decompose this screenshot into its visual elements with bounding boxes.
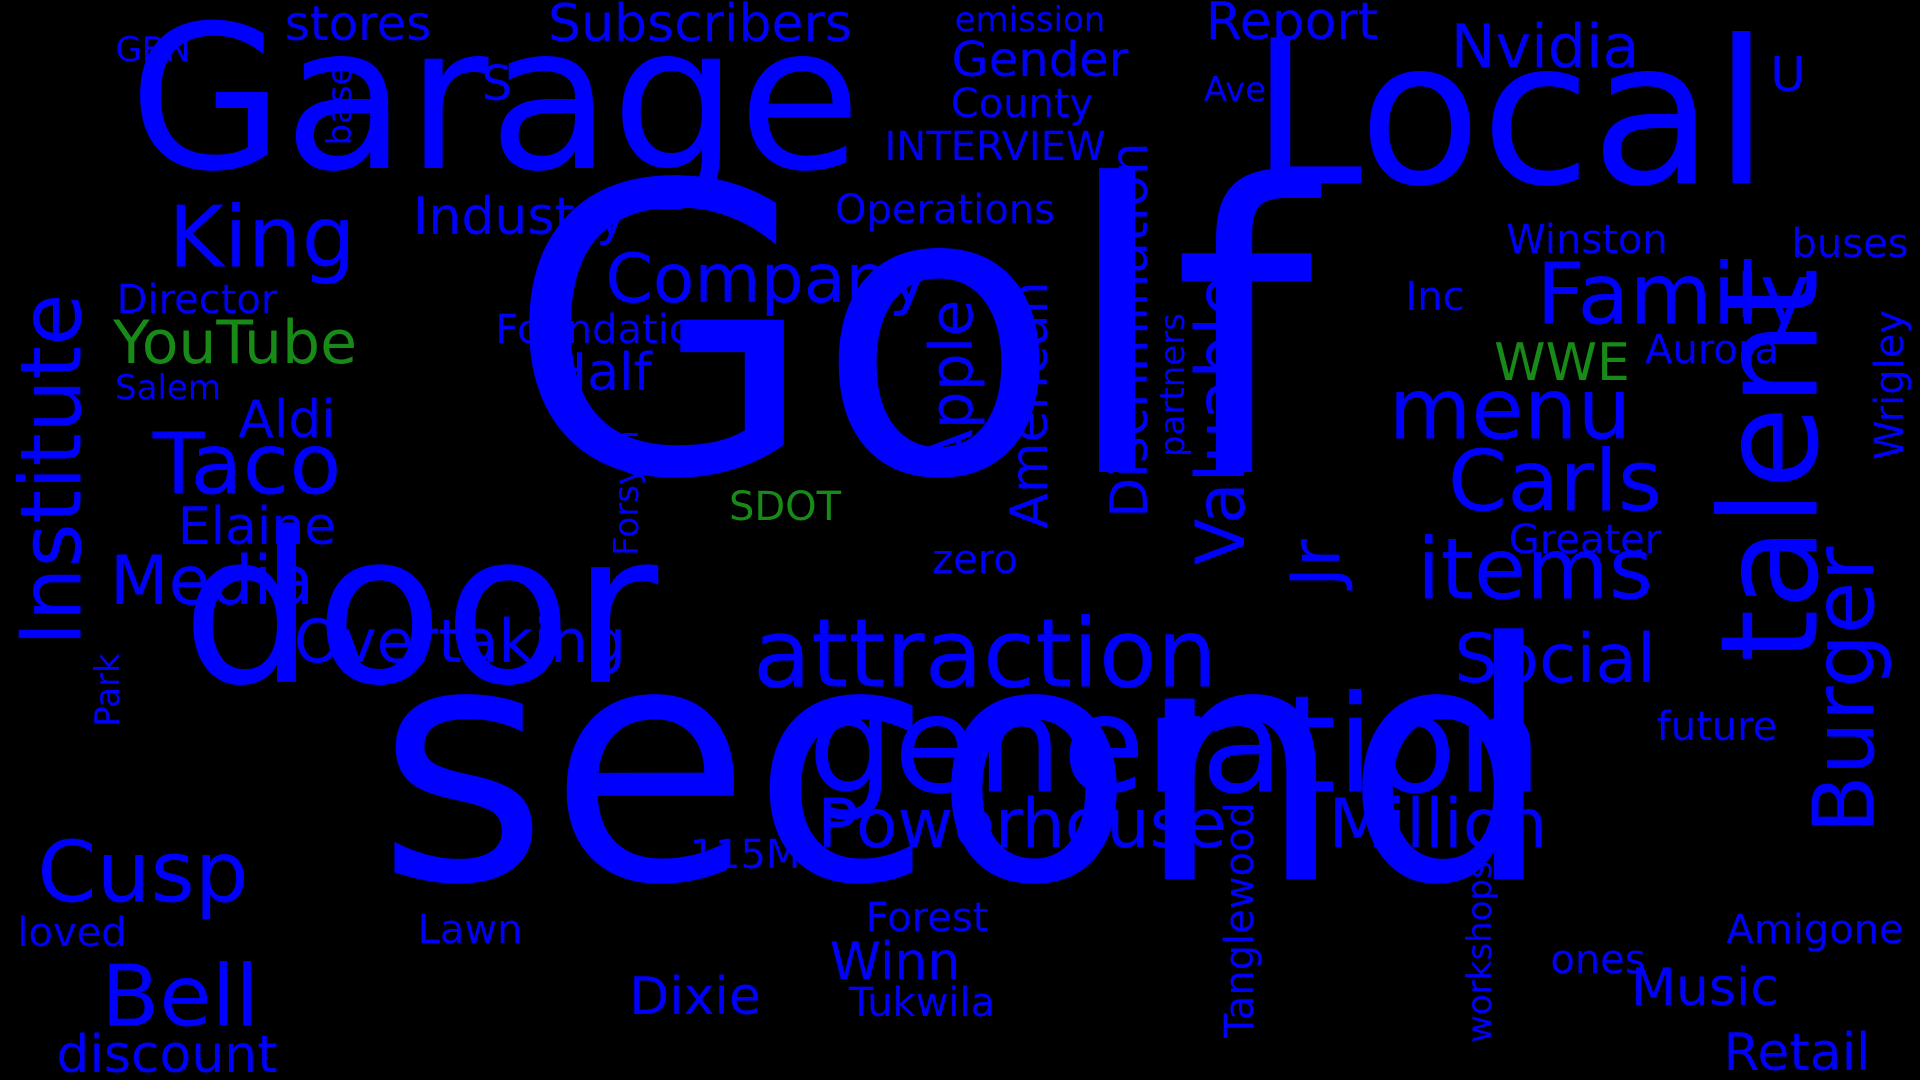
word-interview: INTERVIEW	[884, 124, 1106, 170]
word-partners: partners	[1153, 313, 1193, 457]
word-taco: Taco	[152, 415, 342, 515]
word-golf: Golf	[506, 102, 1314, 567]
word-burger: Burger	[1795, 546, 1895, 834]
word-social: Social	[1454, 620, 1656, 699]
word-elaine: Elaine	[177, 497, 337, 557]
word-greater: Greater	[1508, 517, 1662, 563]
word-base: base	[320, 64, 360, 146]
word-foundation: Foundation	[495, 307, 719, 353]
word-zero: zero	[932, 537, 1018, 583]
word-tukwila: Tukwila	[848, 980, 996, 1026]
word-half: Half	[548, 343, 652, 403]
word-menu: menu	[1388, 360, 1632, 460]
word-music: Music	[1631, 958, 1779, 1018]
word-million: Million	[1328, 785, 1548, 864]
word-items: items	[1416, 520, 1654, 620]
word-forest: Forest	[865, 895, 989, 941]
word-youtube: YouTube	[113, 308, 357, 378]
word-second: second	[376, 573, 1554, 957]
word-media: Media	[109, 542, 315, 621]
word-wrigley: Wrigley	[1867, 309, 1913, 461]
word-discrimination: Discrimination	[1100, 142, 1160, 518]
word-stores: stores	[284, 0, 432, 52]
word-salem: Salem	[115, 368, 221, 408]
word-dixie: Dixie	[629, 967, 761, 1027]
word-wwe: WWE	[1494, 333, 1630, 393]
word-operations: Operations	[835, 187, 1055, 233]
word-gbn: GBN	[115, 30, 191, 70]
word-report: Report	[1205, 0, 1379, 52]
word-u: U	[1770, 47, 1806, 103]
word-industry: Industry	[413, 187, 627, 247]
word-cusp: Cusp	[37, 823, 249, 923]
word-generation: generation	[807, 666, 1543, 824]
word-sdot: SDOT	[728, 484, 842, 530]
word-door: door	[181, 487, 659, 732]
word-ave: Ave	[1203, 70, 1267, 110]
word-ones: ones	[1550, 937, 1646, 983]
word-future: future	[1656, 704, 1778, 750]
word-forsyth: Forsyth	[607, 430, 647, 556]
word-garage: Garage	[128, 0, 862, 216]
word-valuable: Valuable	[1182, 274, 1261, 566]
word-discount: discount	[56, 1025, 278, 1080]
word-aldi: Aldi	[238, 390, 336, 450]
word-king: King	[168, 188, 356, 288]
word-retail: Retail	[1723, 1023, 1871, 1080]
word-loved: loved	[17, 910, 127, 956]
word-county: County	[950, 81, 1094, 127]
word-institute: Institute	[2, 293, 102, 647]
word-subscribers: Subscribers	[548, 0, 852, 54]
word-company: Company	[605, 240, 929, 319]
word-american: American	[1000, 281, 1060, 529]
word-lawn: Lawn	[417, 907, 523, 953]
word-overtaking: Overtaking	[293, 607, 627, 677]
word-buses: buses	[1791, 221, 1909, 267]
word-jr: Jr	[1277, 538, 1356, 588]
word-115m: 115M	[689, 832, 801, 878]
word-attraction: attraction	[752, 599, 1218, 710]
word-s: S	[481, 56, 513, 112]
word-gender: Gender	[951, 32, 1129, 88]
word-winston: Winston	[1506, 217, 1668, 263]
word-apple: Apple	[917, 299, 987, 471]
word-amigone: Amigone	[1726, 907, 1904, 953]
word-nvidia: Nvidia	[1450, 12, 1640, 82]
word-emission: emission	[954, 0, 1106, 40]
word-tanglewood: Tanglewood	[1217, 802, 1263, 1038]
word-winn: Winn	[829, 932, 961, 992]
word-bell: Bell	[101, 947, 259, 1047]
word-aurora: Aurora	[1645, 327, 1779, 373]
word-director: Director	[116, 277, 278, 323]
word-park: Park	[88, 653, 128, 727]
word-workshops: workshops	[1460, 861, 1500, 1043]
word-powerhouse: Powerhouse	[817, 785, 1227, 864]
word-family: Family	[1536, 245, 1810, 345]
word-carls: Carls	[1447, 432, 1663, 532]
word-inc: Inc	[1405, 274, 1465, 320]
word-local: Local	[1250, 0, 1770, 231]
